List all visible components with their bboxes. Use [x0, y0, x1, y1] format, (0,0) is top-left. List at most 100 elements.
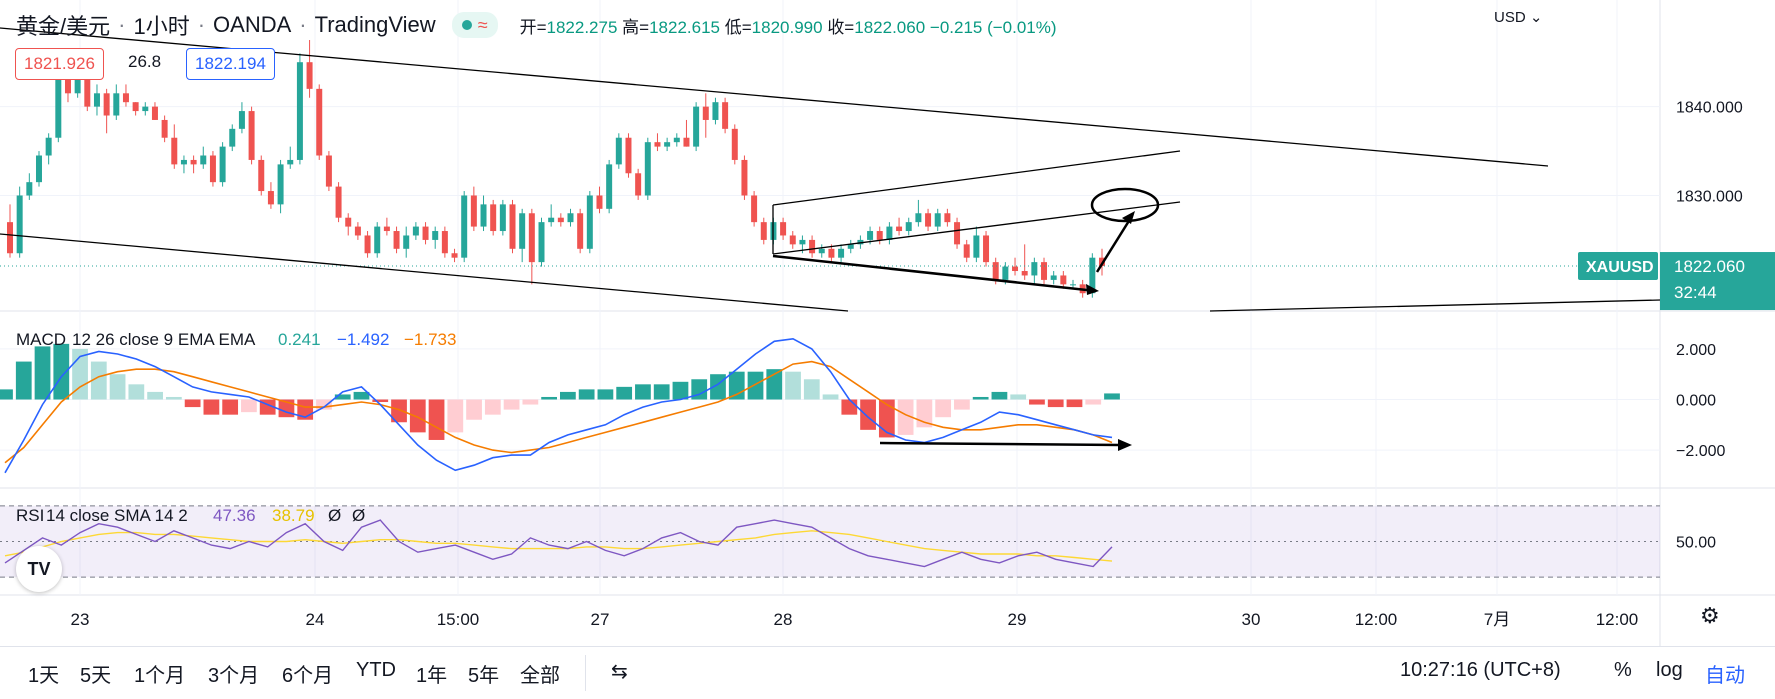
timeframe-button[interactable]: 1年 [416, 665, 448, 687]
last-price-label: 1822.060 [1674, 257, 1745, 276]
candle-body [451, 253, 458, 258]
currency-selector[interactable]: USD ⌄ [1494, 8, 1542, 26]
candle-body [335, 186, 342, 218]
candle-body [789, 235, 796, 245]
sell-price-button[interactable]: 1821.926 [15, 48, 104, 80]
candle-body [316, 88, 323, 156]
low-label: 低= [724, 17, 752, 37]
candle-body [499, 204, 506, 232]
rsi-params: 14 close SMA 14 2 [46, 506, 188, 525]
arrow-head [1118, 439, 1132, 451]
chart-canvas[interactable]: 1840.000 1830.000 XAUUSD 1822.060 32:44 2.000… [0, 0, 1775, 646]
macd-histogram-bar [878, 399, 895, 438]
candle-body [1089, 257, 1096, 294]
macd-histogram-bar [241, 399, 257, 413]
close-value: 1822.060 [854, 17, 926, 37]
macd-histogram-bar [972, 396, 989, 400]
timeframe-button[interactable]: YTD [356, 659, 396, 681]
arrow-line [772, 254, 1097, 293]
macd-histogram-bar [691, 379, 708, 400]
candle-body [383, 226, 390, 232]
time-axis-tick-label: 15:00 [437, 610, 480, 629]
low-value: 1820.990 [751, 17, 823, 37]
candle-body [93, 93, 100, 107]
candle-body [944, 213, 951, 223]
candle-body [219, 146, 226, 183]
macd-histogram-bar [53, 343, 70, 400]
log-toggle[interactable]: log [1656, 659, 1683, 681]
market-status-badge[interactable]: ≈ [451, 12, 498, 38]
candle-body [828, 248, 835, 258]
candle-body [354, 226, 361, 236]
separator-dot: · [197, 12, 206, 37]
macd-histogram-bar [897, 399, 914, 435]
candle-body [209, 155, 216, 183]
macd-histogram-bar [165, 396, 182, 400]
candle-body [480, 204, 487, 227]
price-axis-tick-label: 1830.000 [1676, 188, 1743, 205]
candle-body [567, 213, 574, 223]
candle-body [1070, 284, 1077, 286]
candle-body [712, 102, 719, 120]
candle-body [615, 137, 622, 165]
macd-histogram-bar [747, 371, 764, 400]
candle-body [403, 235, 410, 249]
gear-icon[interactable]: ⚙ [1700, 603, 1720, 628]
macd-axis-tick-label: 2.000 [1676, 342, 1716, 359]
timeframe-button[interactable]: 6个月 [282, 665, 334, 687]
candle-body [635, 173, 642, 196]
clock-time[interactable]: 10:27:16 (UTC+8) [1400, 659, 1561, 681]
date-range-icon[interactable]: ⇆ [611, 661, 628, 683]
candle-body [229, 128, 236, 147]
candle-body [973, 235, 980, 258]
open-label: 开= [519, 17, 547, 37]
trendline [772, 201, 1181, 255]
buy-price-button[interactable]: 1822.194 [186, 48, 275, 80]
candle-body [84, 66, 91, 107]
macd-params: 12 26 close 9 EMA EMA [72, 330, 256, 349]
candle-body [1031, 262, 1038, 276]
candle-body [1050, 275, 1057, 280]
macd-histogram-bar [785, 371, 801, 400]
percent-toggle[interactable]: % [1614, 659, 1632, 681]
timeframe-button[interactable]: 3个月 [208, 665, 260, 687]
macd-histogram-bar [409, 399, 426, 433]
candle-body [258, 159, 265, 192]
last-price-tag [1660, 252, 1775, 311]
time-axis-tick-label: 28 [774, 610, 793, 629]
separator-dot: · [299, 12, 307, 37]
candle-body [606, 164, 613, 209]
symbol-name[interactable]: 黄金/美元 [16, 14, 111, 39]
macd-histogram-bar [334, 394, 351, 400]
candle-body [905, 222, 912, 232]
timeframe-button[interactable]: 1天 [28, 665, 60, 687]
macd-histogram-bar [954, 399, 970, 410]
candle-body [509, 204, 516, 249]
auto-scale-toggle[interactable]: 自动 [1705, 665, 1745, 687]
rsi-ma-value: 38.79 [272, 506, 315, 525]
candle-body [760, 222, 767, 240]
macd-histogram-bar [635, 384, 651, 400]
timeframe-button[interactable]: 1个月 [134, 665, 186, 687]
candle-body [799, 239, 806, 245]
candle-body [664, 142, 671, 147]
high-label: 高= [622, 17, 650, 37]
macd-histogram-bar [503, 399, 520, 410]
candle-body [190, 159, 197, 165]
candle-body [896, 226, 903, 232]
macd-histogram-bar [90, 361, 107, 400]
candle-body [26, 182, 33, 196]
tradingview-logo-icon[interactable]: TV [16, 546, 62, 592]
candle-body [780, 222, 787, 236]
candle-body [876, 231, 883, 240]
candle-body [470, 195, 477, 227]
candle-body [702, 106, 709, 120]
macd-histogram-bar [447, 399, 464, 433]
timeframe-button[interactable]: 5年 [468, 665, 500, 687]
candle-body [934, 213, 941, 227]
timeframe-button[interactable]: 全部 [520, 665, 560, 687]
interval-label[interactable]: 1小时 [133, 14, 190, 39]
candle-body [45, 137, 52, 156]
timeframe-button[interactable]: 5天 [80, 665, 112, 687]
